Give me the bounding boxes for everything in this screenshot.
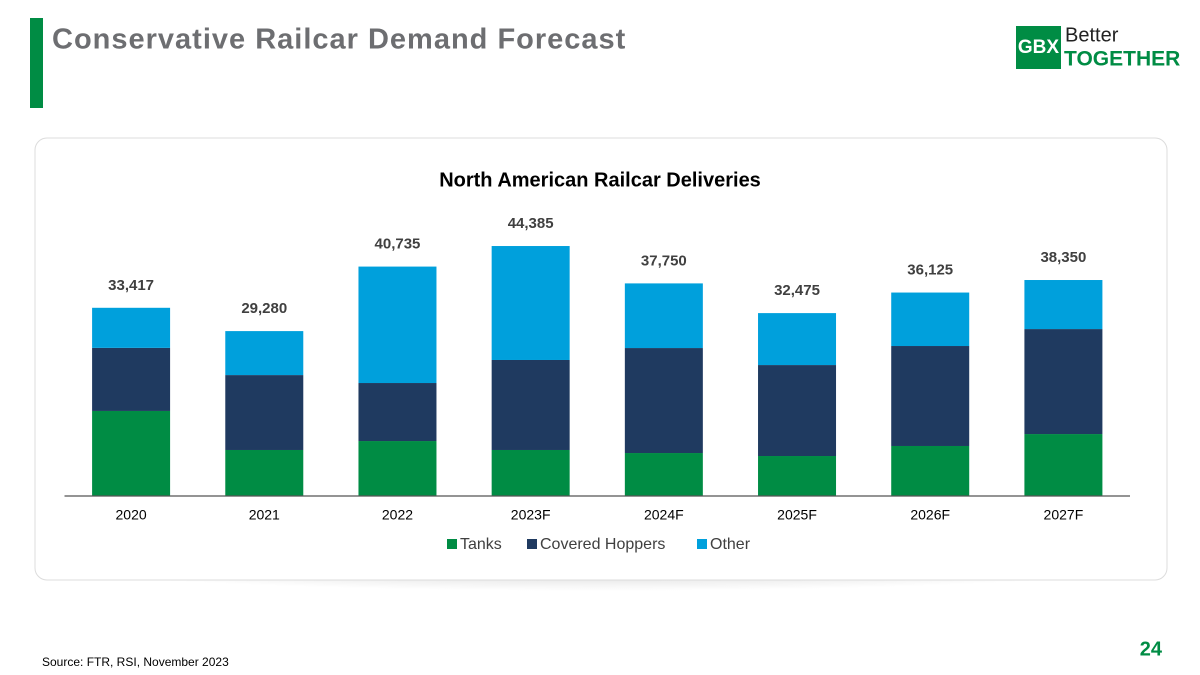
bar-segment — [624, 348, 703, 454]
bar-segment — [624, 453, 703, 496]
legend-label: Covered Hoppers — [540, 536, 665, 553]
bar-segment — [1024, 434, 1103, 496]
bar-segment — [358, 441, 437, 496]
bar-segment — [92, 307, 171, 348]
bar-segment — [491, 449, 570, 496]
x-tick-label: 2023F — [511, 507, 551, 523]
x-tick-label: 2025F — [777, 507, 817, 523]
total-label: 37,750 — [641, 252, 687, 269]
total-label: 36,125 — [907, 262, 953, 279]
bar-segment — [491, 359, 570, 450]
slide-title: Conservative Railcar Demand Forecast — [52, 24, 626, 56]
bar-segment — [891, 445, 970, 496]
bar-segment — [624, 283, 703, 349]
bar-segment — [358, 383, 437, 442]
bar-segment — [225, 449, 304, 496]
legend-swatch — [447, 539, 457, 549]
legend-label: Other — [710, 536, 751, 553]
page-number: 24 — [1140, 638, 1163, 660]
x-tick-label: 2024F — [644, 507, 684, 523]
total-label: 44,385 — [508, 215, 554, 232]
bar-segment — [92, 347, 171, 411]
x-tick-label: 2021 — [249, 507, 280, 523]
bar-segment — [758, 313, 837, 366]
legend-label: Tanks — [460, 536, 502, 553]
bar-segment — [758, 456, 837, 496]
accent-bar — [30, 18, 43, 108]
x-tick-label: 2026F — [910, 507, 950, 523]
total-label: 33,417 — [108, 277, 154, 294]
source: Source: FTR, RSI, November 2023 — [42, 655, 229, 669]
logo-box — [1016, 26, 1061, 69]
total-label: 32,475 — [774, 282, 820, 299]
total-label: 40,735 — [375, 236, 421, 253]
legend-swatch — [527, 539, 537, 549]
bar-segment — [92, 410, 171, 496]
bar-segment — [491, 246, 570, 360]
logo-line1: Better — [1065, 24, 1119, 46]
bar-segment — [758, 365, 837, 457]
total-label: 29,280 — [241, 300, 287, 317]
bar-segment — [225, 331, 304, 376]
logo: GBX Better TOGETHER — [1016, 24, 1180, 71]
x-tick-label: 2020 — [116, 507, 147, 523]
total-label: 38,350 — [1040, 249, 1086, 266]
logo-line2: TOGETHER — [1064, 48, 1180, 71]
logo-mark: GBX — [1018, 37, 1060, 58]
bar-segment — [225, 375, 304, 450]
x-tick-label: 2022 — [382, 507, 413, 523]
legend-swatch — [697, 539, 707, 549]
bar-segment — [891, 346, 970, 446]
bar-segment — [1024, 329, 1103, 435]
bar-segment — [358, 266, 437, 384]
chart-card — [34, 137, 1168, 581]
bar-segment — [891, 292, 970, 347]
chart-title: North American Railcar Deliveries — [439, 169, 761, 191]
bar-segment — [1024, 280, 1103, 330]
x-tick-label: 2027F — [1044, 507, 1084, 523]
